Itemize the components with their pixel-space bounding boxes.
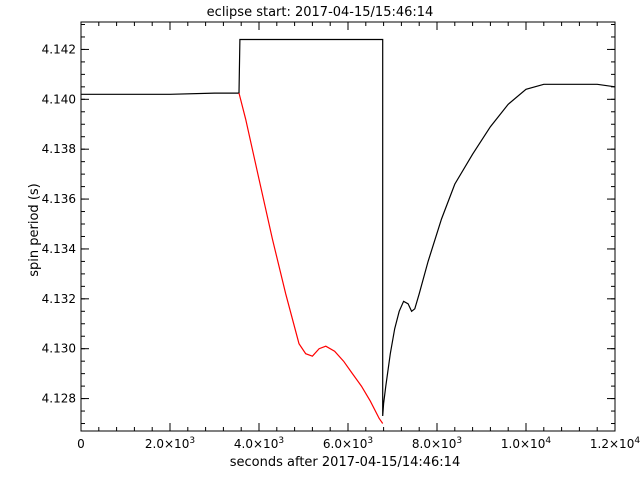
x-tick-label-1: 2.0×103 [145, 436, 195, 451]
y-axis-label: spin period (s) [27, 183, 42, 276]
x-tick-label-3: 6.0×103 [323, 436, 373, 451]
y-tick-label-0: 4.128 [42, 392, 76, 406]
y-tick-label-3: 4.134 [42, 242, 76, 256]
x-axis-label: seconds after 2017-04-15/14:46:14 [230, 455, 460, 470]
x-tick-label-0: 0 [77, 437, 85, 451]
y-tick-label-2: 4.132 [42, 292, 76, 306]
x-tick-label-4: 8.0×103 [412, 436, 462, 451]
series-1-line [238, 92, 384, 424]
plot-frame [80, 21, 616, 432]
y-tick-label-7: 4.142 [42, 42, 76, 56]
x-tick-label-6: 1.2×104 [590, 436, 640, 451]
x-tick-label-5: 1.0×104 [501, 436, 551, 451]
y-tick-label-5: 4.138 [42, 142, 76, 156]
y-tick-label-4: 4.136 [42, 192, 76, 206]
x-tick-label-2: 4.0×103 [234, 436, 284, 451]
chart-title: eclipse start: 2017-04-15/15:46:14 [207, 5, 434, 20]
y-tick-label-6: 4.140 [42, 92, 76, 106]
axis-ticks: 0 2.0×103 4.0×103 6.0×103 8.0×103 1.0×104 1.2×… [42, 22, 640, 451]
series-0-line [81, 38, 616, 417]
y-tick-label-1: 4.130 [42, 342, 76, 356]
series-lines [81, 38, 616, 424]
